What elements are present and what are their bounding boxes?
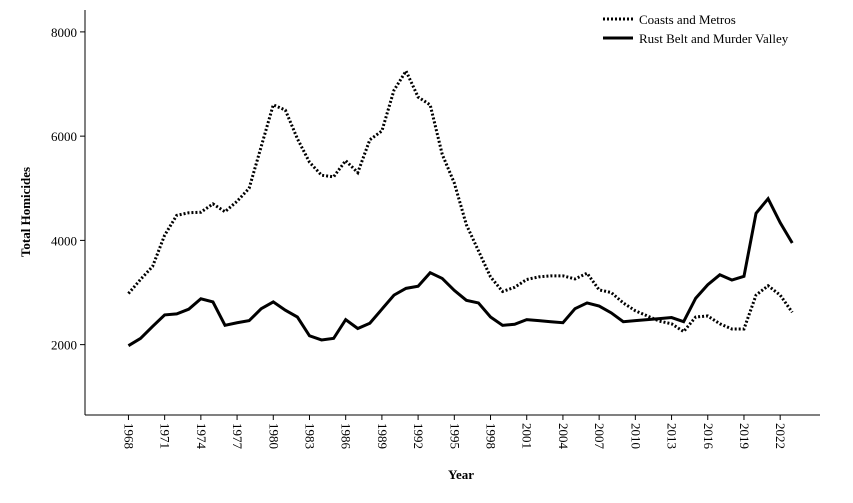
legend-label: Coasts and Metros: [639, 12, 736, 27]
x-tick-label: 2022: [773, 423, 788, 449]
x-axis-title: Year: [448, 467, 474, 482]
y-tick-label: 2000: [51, 338, 77, 353]
x-tick-label: 1980: [266, 423, 281, 449]
x-tick-label: 1998: [484, 423, 499, 449]
x-tick-label: 2019: [737, 423, 752, 449]
x-tick-label: 2007: [592, 423, 607, 450]
x-tick-label: 1992: [411, 423, 426, 449]
x-tick-label: 1995: [447, 423, 462, 449]
x-tick-label: 2016: [701, 423, 716, 450]
x-tick-label: 1986: [339, 423, 354, 450]
x-tick-label: 1971: [158, 423, 173, 449]
x-tick-label: 2010: [628, 423, 643, 449]
x-tick-label: 1983: [302, 423, 317, 449]
series-line: [127, 67, 794, 334]
x-tick-label: 1977: [230, 423, 245, 450]
y-tick-label: 4000: [51, 233, 77, 248]
x-tick-label: 1974: [194, 423, 209, 450]
x-tick-label: 2001: [520, 423, 535, 449]
x-tick-label: 2013: [665, 423, 680, 449]
legend-label: Rust Belt and Murder Valley: [639, 31, 789, 46]
x-tick-label: 1989: [375, 423, 390, 449]
y-axis-title: Total Homicides: [18, 167, 33, 257]
y-tick-label: 6000: [51, 129, 77, 144]
x-tick-label: 2004: [556, 423, 571, 450]
y-tick-label: 8000: [51, 25, 77, 40]
series-line: [127, 195, 794, 347]
x-tick-label: 1968: [121, 423, 136, 449]
